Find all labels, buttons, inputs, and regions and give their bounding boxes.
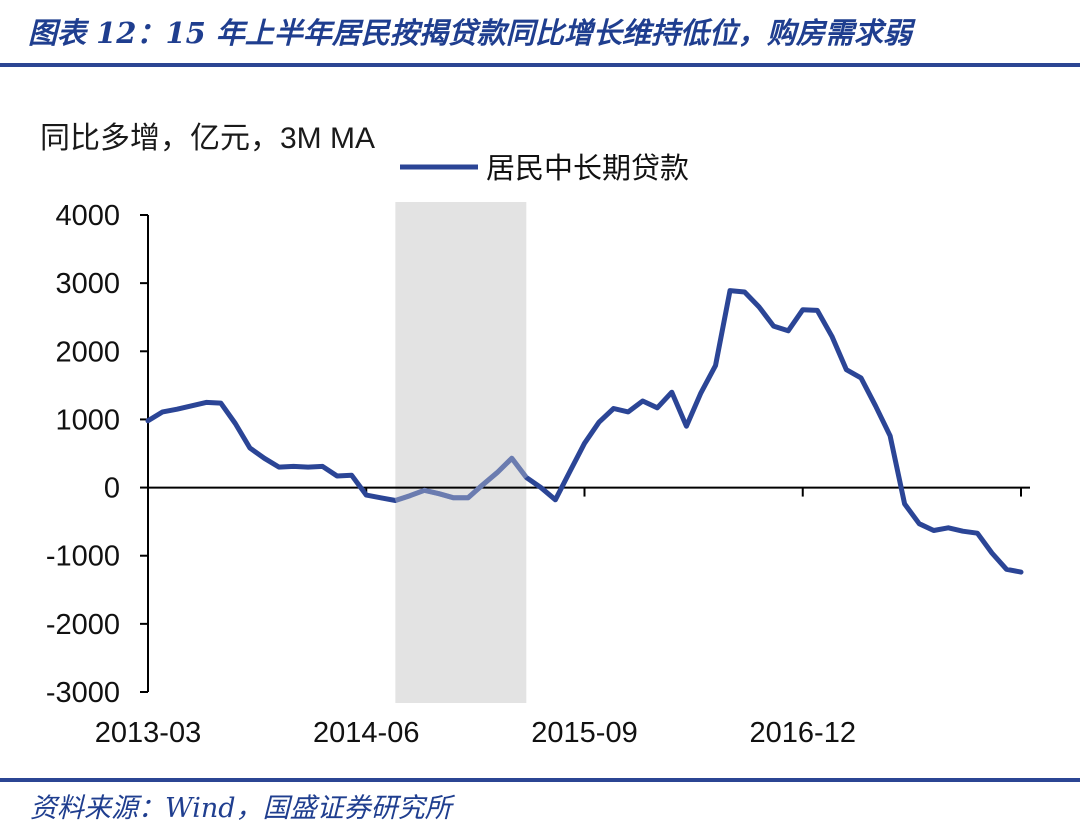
data-point <box>568 469 572 473</box>
data-point <box>277 465 281 469</box>
data-point <box>990 551 994 555</box>
series-line-shaded-overlay <box>394 455 529 503</box>
legend-label: 居民中长期贷款 <box>486 151 689 185</box>
data-point <box>393 499 397 502</box>
data-point <box>510 456 514 460</box>
y-tick-label: 3000 <box>55 268 120 300</box>
data-point <box>888 434 892 438</box>
data-point <box>1019 570 1023 574</box>
data-point <box>190 404 194 408</box>
data-point <box>772 324 776 328</box>
data-point <box>321 464 325 468</box>
data-point <box>583 441 586 445</box>
data-point <box>495 471 499 475</box>
data-point <box>903 502 907 506</box>
x-tick-label: 2015-09 <box>531 717 637 749</box>
data-point <box>946 526 950 530</box>
data-point <box>350 473 354 477</box>
data-point <box>801 308 805 312</box>
data-point <box>728 289 732 293</box>
y-tick-label: 2000 <box>55 336 120 368</box>
x-tick-label: 2016-12 <box>750 717 856 749</box>
y-tick-label: 4000 <box>55 200 120 232</box>
data-point <box>481 483 485 487</box>
data-point <box>408 494 412 498</box>
data-point <box>917 522 921 526</box>
data-point <box>961 529 965 533</box>
data-point <box>553 498 557 502</box>
y-tick-label: 1000 <box>55 404 120 436</box>
y-tick-label: -1000 <box>46 541 120 573</box>
data-point <box>364 493 368 497</box>
data-point <box>670 390 674 394</box>
data-point <box>1005 567 1008 571</box>
data-point <box>859 376 863 380</box>
source-note: 资料来源：Wind，国盛证券研究所 <box>30 793 452 824</box>
y-tick-label: -3000 <box>46 677 120 709</box>
unit-note: 同比多增，亿元，3M MA <box>40 122 376 155</box>
data-point <box>815 308 819 312</box>
data-point <box>379 496 383 500</box>
data-point <box>612 407 616 410</box>
x-tick-label: 2014-06 <box>313 717 419 749</box>
data-point <box>786 329 790 333</box>
series-line-居民中长期贷款 <box>145 288 1024 575</box>
data-point <box>655 406 659 410</box>
data-point <box>262 456 266 460</box>
data-point <box>743 290 747 294</box>
data-point <box>844 368 848 372</box>
data-point <box>597 420 601 424</box>
data-point <box>452 496 456 500</box>
bottom-rule <box>0 778 1080 782</box>
data-point <box>830 334 834 338</box>
data-point <box>714 364 717 368</box>
y-tick-label: 0 <box>104 473 120 505</box>
data-point <box>684 424 688 428</box>
data-point <box>641 399 645 403</box>
top-rule <box>0 63 1080 67</box>
figure-title: 图表 12：15 年上半年居民按揭贷款同比增长维持低位，购房需求弱 <box>28 16 912 50</box>
data-point <box>292 464 295 468</box>
data-point <box>219 401 223 405</box>
shaded-period <box>395 202 527 703</box>
data-point <box>335 474 339 478</box>
data-point <box>437 492 441 496</box>
data-point <box>757 305 761 309</box>
data-point <box>146 419 150 423</box>
data-point <box>975 531 979 535</box>
data-point <box>204 400 208 404</box>
data-point <box>932 529 936 532</box>
data-point <box>539 486 543 490</box>
data-point <box>626 410 630 414</box>
data-point <box>306 465 310 469</box>
data-point <box>524 475 528 479</box>
data-point <box>233 422 237 425</box>
data-point <box>248 446 252 450</box>
y-tick-label: -2000 <box>46 609 120 641</box>
data-point <box>422 488 426 492</box>
data-point <box>175 407 179 411</box>
data-point <box>874 404 877 408</box>
data-point <box>699 391 703 395</box>
data-point <box>466 496 470 500</box>
x-tick-label: 2013-03 <box>95 717 201 749</box>
data-point <box>161 410 165 414</box>
